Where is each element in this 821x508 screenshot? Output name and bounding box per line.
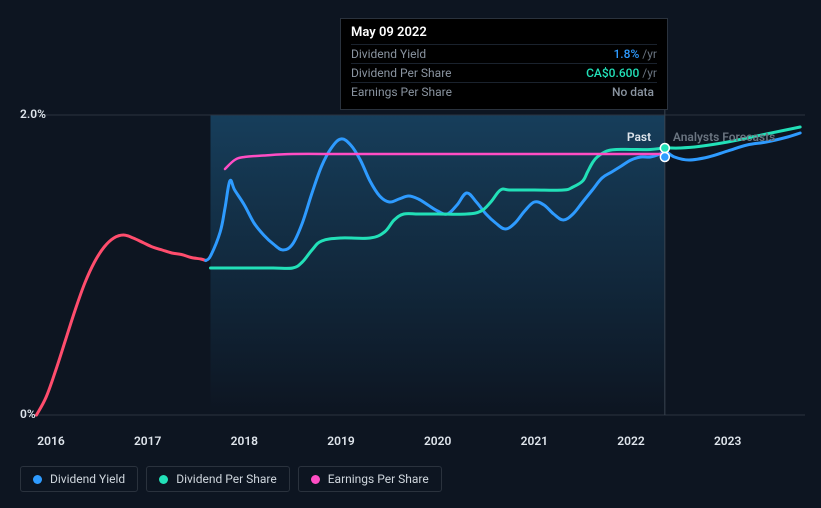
tooltip-value: 1.8%/yr: [613, 47, 657, 61]
x-axis-tick-label: 2016: [37, 434, 64, 448]
x-axis-tick-label: 2022: [617, 434, 644, 448]
legend-item-earnings-per-share[interactable]: Earnings Per Share: [298, 466, 442, 492]
tooltip-row: Dividend Yield 1.8%/yr: [351, 44, 657, 63]
x-axis-tick-label: 2019: [327, 434, 354, 448]
chart-tooltip: May 09 2022 Dividend Yield 1.8%/yr Divid…: [340, 18, 668, 110]
legend-label: Dividend Yield: [50, 472, 125, 486]
tooltip-value: CA$0.600/yr: [586, 66, 657, 80]
x-axis-tick-label: 2021: [521, 434, 548, 448]
tooltip-row: Earnings Per Share No data: [351, 82, 657, 101]
y-axis-tick-label: 0%: [20, 407, 36, 421]
legend-label: Earnings Per Share: [328, 472, 429, 486]
legend-item-dividend-yield[interactable]: Dividend Yield: [20, 466, 138, 492]
x-axis-tick-label: 2018: [231, 434, 258, 448]
legend-dot-icon: [311, 475, 320, 484]
tooltip-row: Dividend Per Share CA$0.600/yr: [351, 63, 657, 82]
x-axis-tick-label: 2020: [424, 434, 451, 448]
legend-item-dividend-per-share[interactable]: Dividend Per Share: [146, 466, 290, 492]
x-axis-tick-label: 2023: [714, 434, 741, 448]
legend-label: Dividend Per Share: [176, 472, 277, 486]
legend-dot-icon: [159, 475, 168, 484]
dividend-chart: May 09 2022 Dividend Yield 1.8%/yr Divid…: [0, 0, 821, 508]
x-axis-tick-label: 2017: [134, 434, 161, 448]
tooltip-value: No data: [612, 85, 657, 99]
past-label: Past: [627, 130, 651, 144]
chart-legend: Dividend Yield Dividend Per Share Earnin…: [20, 466, 442, 492]
tooltip-date: May 09 2022: [351, 25, 657, 40]
legend-dot-icon: [33, 475, 42, 484]
tooltip-label: Dividend Per Share: [351, 66, 452, 80]
tooltip-label: Earnings Per Share: [351, 85, 452, 99]
y-axis-tick-label: 2.0%: [20, 107, 46, 121]
tooltip-label: Dividend Yield: [351, 47, 426, 61]
forecast-label: Analysts Forecasts: [673, 130, 775, 144]
